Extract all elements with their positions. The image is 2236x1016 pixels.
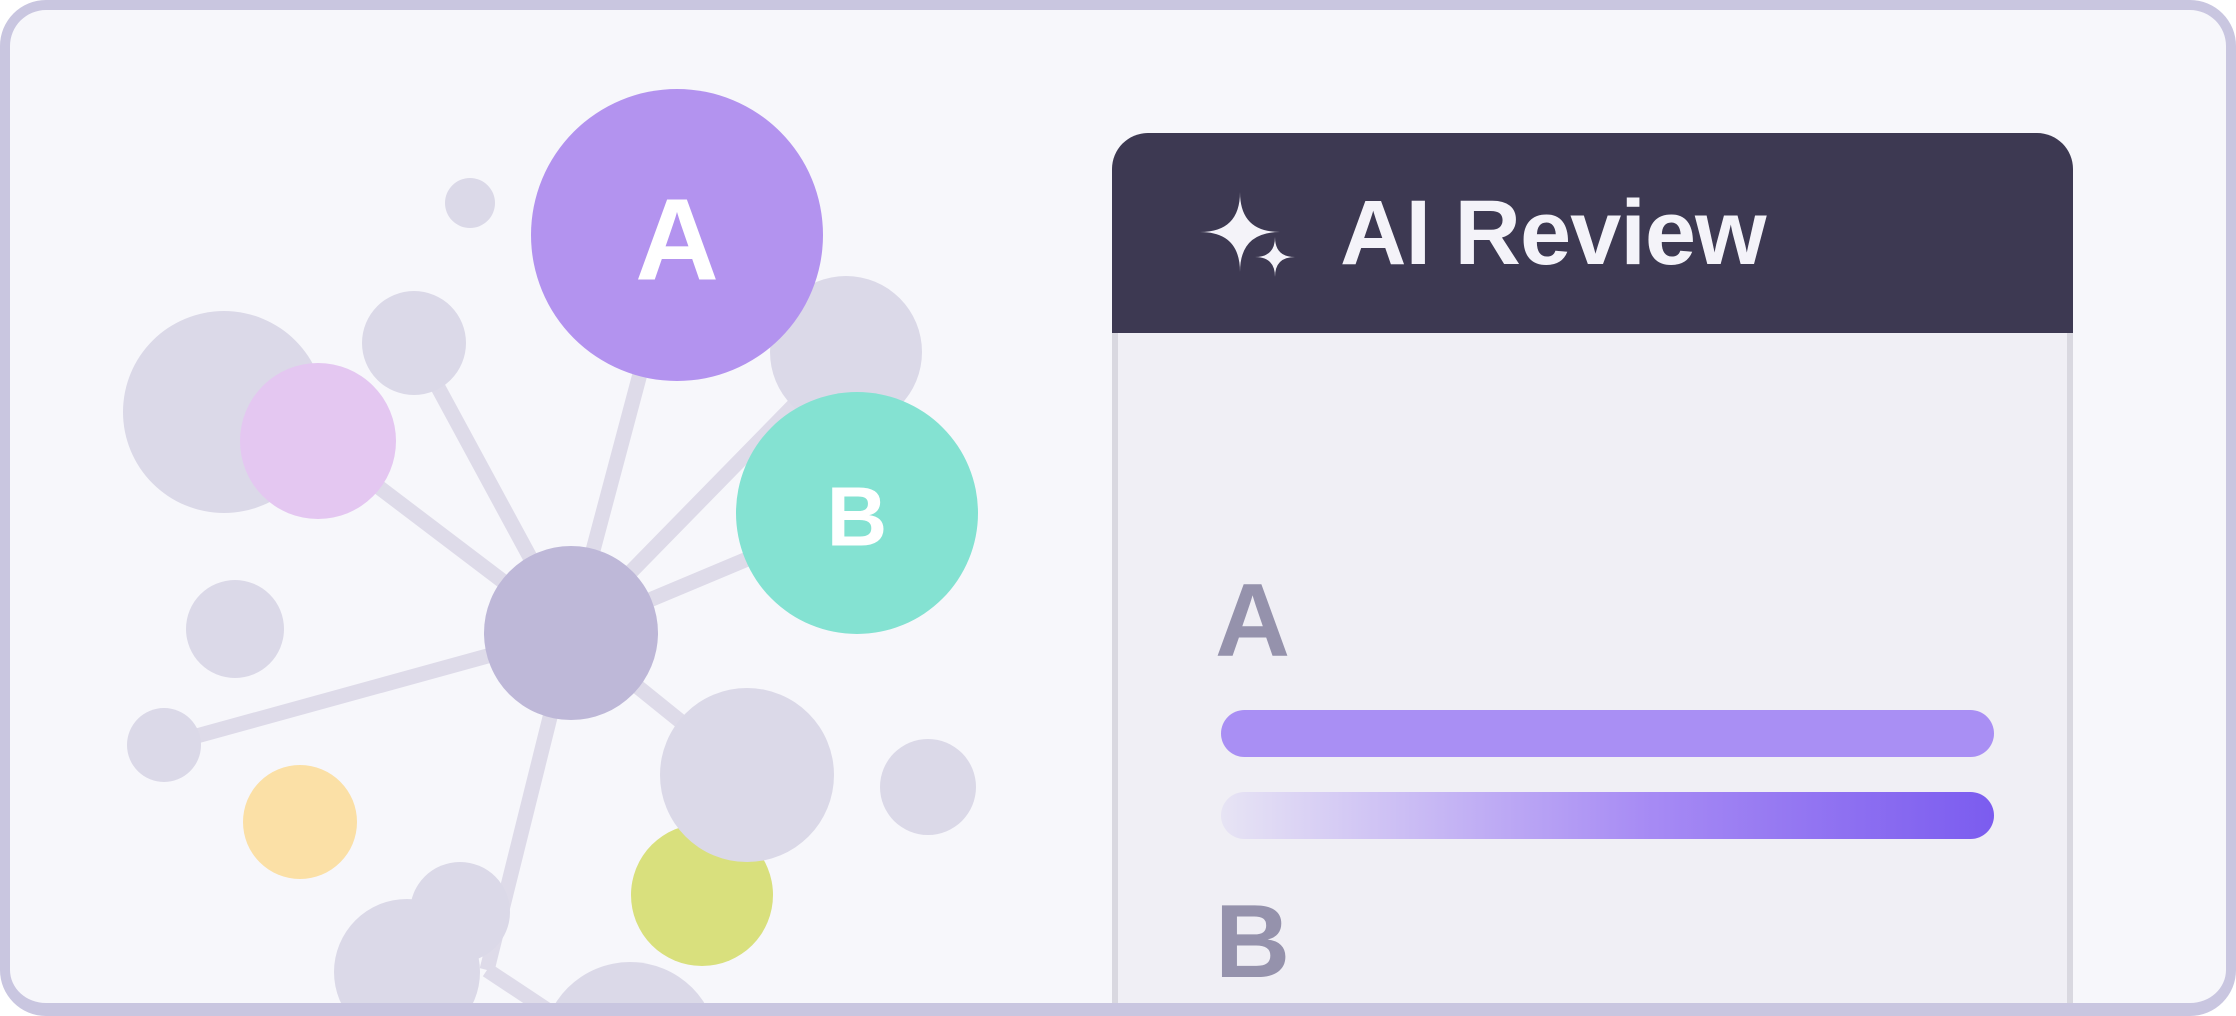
graph-node-right-small: [880, 739, 976, 835]
graph-node-yellow: [243, 765, 357, 879]
graph-node-small-top: [445, 178, 495, 228]
graph-node-pink: [240, 363, 396, 519]
graph-node-left-small: [186, 580, 284, 678]
graph-node-node-a: [531, 89, 823, 381]
section-label-a: A: [1215, 563, 1291, 679]
sparkle-big-star: [1200, 192, 1280, 272]
skeleton-bar: [1221, 792, 1994, 839]
graph-node-top-gray: [770, 276, 922, 428]
section-label-b: B: [1215, 884, 1291, 1000]
graph-node-label-node-a: A: [635, 175, 719, 305]
graph-node-lollipop: [127, 708, 201, 782]
graph-node-right-gray: [660, 688, 834, 862]
sparkle-small-star: [1255, 237, 1295, 277]
ai-review-header: AI Review: [1112, 133, 2073, 333]
skeleton-bar: [1221, 710, 1994, 757]
ai-review-body: A B: [1112, 333, 2073, 1016]
graph-node-cluster-2: [334, 899, 480, 1016]
ai-review-card: AI Review A B: [1112, 133, 2073, 1016]
card-title: AI Review: [1340, 181, 1767, 284]
graph-edge: [482, 963, 570, 1016]
graph-node-hub: [484, 546, 658, 720]
sparkle-icon: [1200, 192, 1295, 277]
graph-node-bottom-blob: [548, 962, 712, 1016]
graph-node-gray-small: [362, 291, 466, 395]
graph-node-label-node-b: B: [827, 469, 888, 563]
graph-node-node-b: [736, 392, 978, 634]
